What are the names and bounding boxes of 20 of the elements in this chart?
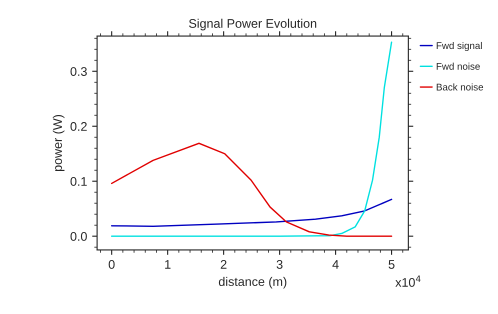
x-tick-label: 0 <box>108 260 115 269</box>
line-series <box>110 198 392 227</box>
y-axis-title: power (W) <box>52 114 64 172</box>
line-series <box>110 41 392 237</box>
x-tick-label: 5 <box>388 260 395 269</box>
y-tick-label: 0.2 <box>70 122 87 131</box>
line-series <box>110 142 392 237</box>
y-tick-label: 0.0 <box>70 232 87 241</box>
x-tick-label: 3 <box>276 260 283 269</box>
x-tick-label: 2 <box>220 260 226 269</box>
legend-label: Back noise <box>436 83 484 91</box>
y-tick-label: 0.1 <box>70 177 87 186</box>
legend-label: Fwd noise <box>436 62 480 70</box>
x-tick-label: 4 <box>332 260 339 269</box>
chart-title: Signal Power Evolution <box>189 18 316 30</box>
x-axis-title: distance (m) <box>218 276 286 289</box>
x-tick-label: 1 <box>165 260 171 269</box>
y-tick-label: 0.3 <box>70 67 87 76</box>
legend-label: Fwd signal <box>436 42 482 52</box>
text: x10$^{4}$ <box>395 276 421 287</box>
